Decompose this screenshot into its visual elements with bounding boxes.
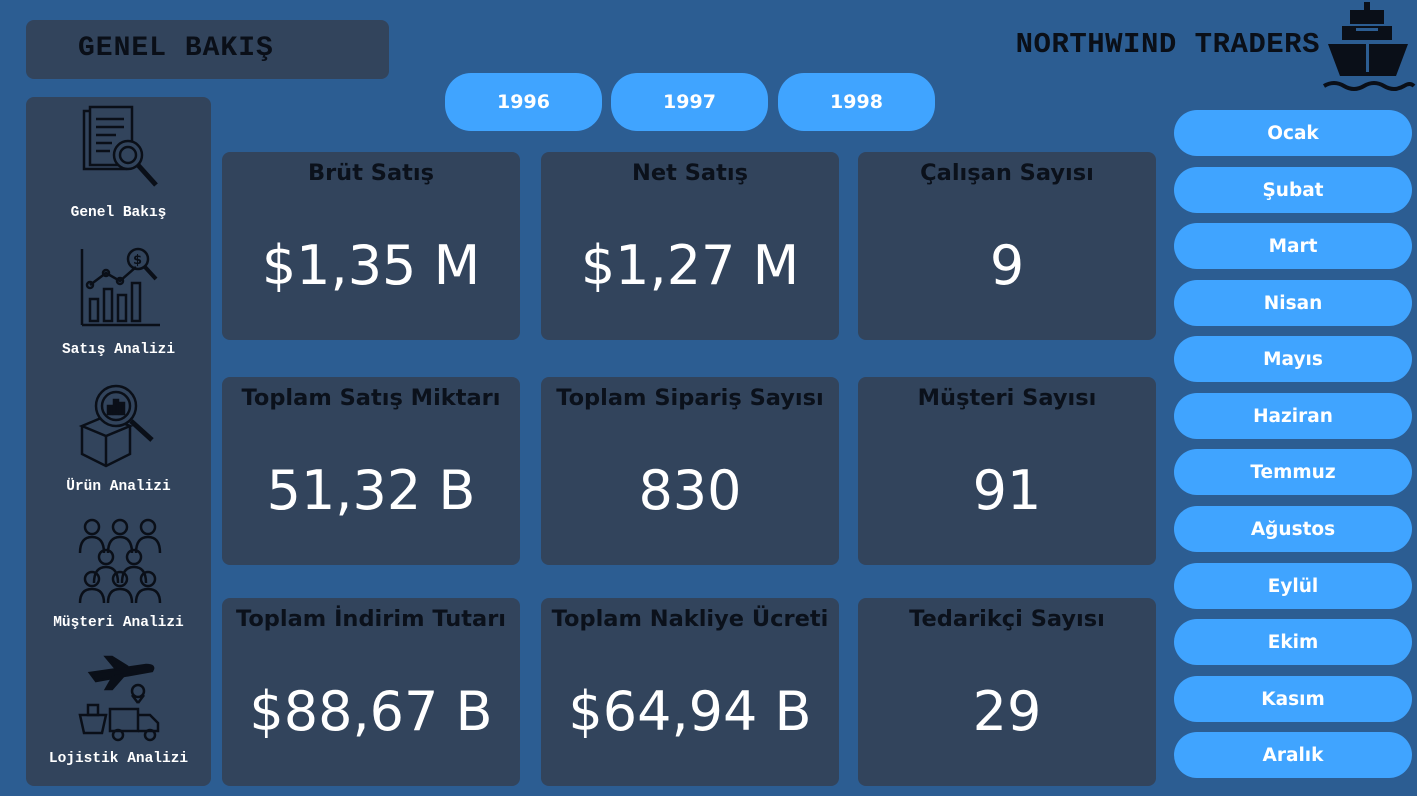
document-search-icon <box>82 105 158 187</box>
month-button-agustos[interactable]: Ağustos <box>1174 506 1412 552</box>
ship-icon <box>1322 2 1416 91</box>
kpi-value: 51,32 B <box>266 459 476 522</box>
sidebar-item-lojistik-analizi[interactable]: Lojistik Analizi <box>26 655 211 780</box>
sidebar-item-musteri-analizi[interactable]: Müşteri Analizi <box>26 517 211 642</box>
logistics-icon <box>78 655 160 742</box>
month-button-haziran[interactable]: Haziran <box>1174 393 1412 439</box>
kpi-value: 91 <box>972 459 1042 522</box>
month-button-mart[interactable]: Mart <box>1174 223 1412 269</box>
year-button-1997[interactable]: 1997 <box>611 73 768 131</box>
kpi-title: Müşteri Sayısı <box>917 385 1097 411</box>
kpi-title: Brüt Satış <box>307 160 435 186</box>
kpi-card-brut-satis: Brüt Satış $1,35 M <box>222 152 520 340</box>
month-button-ekim[interactable]: Ekim <box>1174 619 1412 665</box>
product-box-search-icon <box>78 384 154 468</box>
sidebar-item-label: Lojistik Analizi <box>48 751 189 767</box>
svg-text:$: $ <box>133 253 142 268</box>
sidebar-item-label: Genel Bakış <box>70 205 167 221</box>
kpi-title: Toplam İndirim Tutarı <box>235 606 507 632</box>
year-button-1996[interactable]: 1996 <box>445 73 602 131</box>
month-button-nisan[interactable]: Nisan <box>1174 280 1412 326</box>
kpi-card-musteri-sayisi: Müşteri Sayısı 91 <box>858 377 1156 565</box>
month-button-temmuz[interactable]: Temmuz <box>1174 449 1412 495</box>
customers-group-icon <box>78 518 162 604</box>
kpi-title: Tedarikçi Sayısı <box>909 606 1105 632</box>
kpi-card-tedarikci-sayisi: Tedarikçi Sayısı 29 <box>858 598 1156 786</box>
kpi-value: 9 <box>989 234 1025 297</box>
kpi-title: Toplam Satış Miktarı <box>241 385 501 411</box>
kpi-value: 830 <box>638 459 742 522</box>
sidebar: Genel Bakış $ Satış Analizi Ürün Analizi <box>26 97 211 786</box>
kpi-card-toplam-siparis-sayisi: Toplam Sipariş Sayısı 830 <box>541 377 839 565</box>
kpi-value: $64,94 B <box>568 680 812 743</box>
kpi-card-calisan-sayisi: Çalışan Sayısı 9 <box>858 152 1156 340</box>
sidebar-item-genel-bakis[interactable]: Genel Bakış <box>26 105 211 230</box>
kpi-title: Toplam Sipariş Sayısı <box>556 385 824 411</box>
kpi-title: Net Satış <box>632 160 748 186</box>
kpi-value: 29 <box>972 680 1042 743</box>
sales-chart-icon: $ <box>80 247 160 327</box>
year-button-1998[interactable]: 1998 <box>778 73 935 131</box>
month-button-eylul[interactable]: Eylül <box>1174 563 1412 609</box>
sidebar-item-label: Ürün Analizi <box>66 479 171 495</box>
sidebar-item-label: Satış Analizi <box>61 342 176 358</box>
month-button-ocak[interactable]: Ocak <box>1174 110 1412 156</box>
kpi-card-toplam-satis-miktari: Toplam Satış Miktarı 51,32 B <box>222 377 520 565</box>
sidebar-item-label: Müşteri Analizi <box>53 615 184 631</box>
kpi-value: $88,67 B <box>249 680 493 743</box>
kpi-card-net-satis: Net Satış $1,27 M <box>541 152 839 340</box>
kpi-card-toplam-nakliye-ucreti: Toplam Nakliye Ücreti $64,94 B <box>541 598 839 786</box>
page-title: GENEL BAKIŞ <box>78 33 274 64</box>
kpi-title: Çalışan Sayısı <box>920 160 1094 186</box>
kpi-card-toplam-indirim-tutari: Toplam İndirim Tutarı $88,67 B <box>222 598 520 786</box>
brand-name: NORTHWIND TRADERS <box>1015 28 1320 61</box>
month-button-mayis[interactable]: Mayıs <box>1174 336 1412 382</box>
sidebar-item-satis-analizi[interactable]: $ Satış Analizi <box>26 245 211 370</box>
month-button-aralik[interactable]: Aralık <box>1174 732 1412 778</box>
kpi-value: $1,27 M <box>580 234 800 297</box>
kpi-value: $1,35 M <box>261 234 481 297</box>
month-button-kasim[interactable]: Kasım <box>1174 676 1412 722</box>
sidebar-item-urun-analizi[interactable]: Ürün Analizi <box>26 382 211 507</box>
page-title-box: GENEL BAKIŞ <box>26 20 389 79</box>
month-button-subat[interactable]: Şubat <box>1174 167 1412 213</box>
kpi-title: Toplam Nakliye Ücreti <box>551 606 829 632</box>
